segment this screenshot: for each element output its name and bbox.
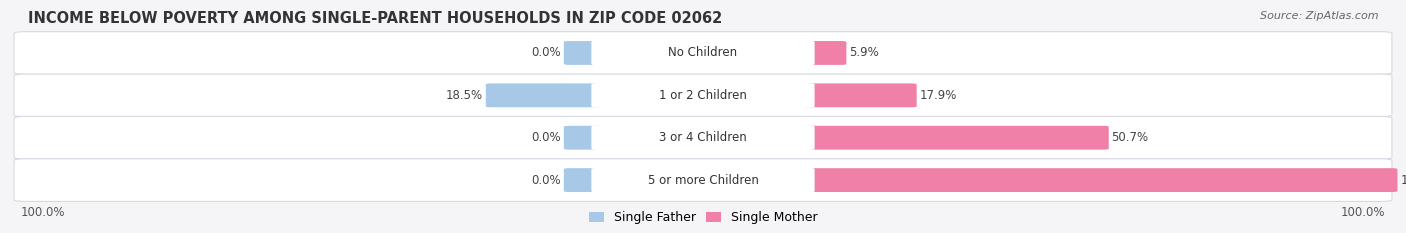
Text: 0.0%: 0.0%: [531, 131, 561, 144]
Legend: Single Father, Single Mother: Single Father, Single Mother: [589, 211, 817, 224]
FancyBboxPatch shape: [564, 168, 605, 192]
Text: 100.0%: 100.0%: [1340, 206, 1385, 219]
FancyBboxPatch shape: [801, 41, 846, 65]
Text: 18.5%: 18.5%: [446, 89, 484, 102]
Text: INCOME BELOW POVERTY AMONG SINGLE-PARENT HOUSEHOLDS IN ZIP CODE 02062: INCOME BELOW POVERTY AMONG SINGLE-PARENT…: [28, 11, 723, 26]
FancyBboxPatch shape: [801, 83, 917, 107]
Text: 0.0%: 0.0%: [531, 46, 561, 59]
Text: 0.0%: 0.0%: [531, 174, 561, 187]
Text: 50.7%: 50.7%: [1112, 131, 1149, 144]
FancyBboxPatch shape: [592, 125, 814, 150]
FancyBboxPatch shape: [801, 126, 1109, 150]
FancyBboxPatch shape: [801, 168, 1398, 192]
Text: 1 or 2 Children: 1 or 2 Children: [659, 89, 747, 102]
FancyBboxPatch shape: [564, 126, 605, 150]
Text: No Children: No Children: [668, 46, 738, 59]
FancyBboxPatch shape: [592, 41, 814, 65]
Text: 17.9%: 17.9%: [920, 89, 957, 102]
Text: 3 or 4 Children: 3 or 4 Children: [659, 131, 747, 144]
Text: 5.9%: 5.9%: [849, 46, 879, 59]
FancyBboxPatch shape: [592, 83, 814, 108]
FancyBboxPatch shape: [14, 32, 1392, 74]
FancyBboxPatch shape: [14, 74, 1392, 117]
Text: 100.0%: 100.0%: [1400, 174, 1406, 187]
FancyBboxPatch shape: [14, 116, 1392, 159]
FancyBboxPatch shape: [14, 159, 1392, 201]
FancyBboxPatch shape: [592, 168, 814, 192]
Text: 5 or more Children: 5 or more Children: [648, 174, 758, 187]
FancyBboxPatch shape: [564, 41, 605, 65]
FancyBboxPatch shape: [486, 83, 605, 107]
Text: Source: ZipAtlas.com: Source: ZipAtlas.com: [1260, 11, 1378, 21]
Text: 100.0%: 100.0%: [21, 206, 66, 219]
